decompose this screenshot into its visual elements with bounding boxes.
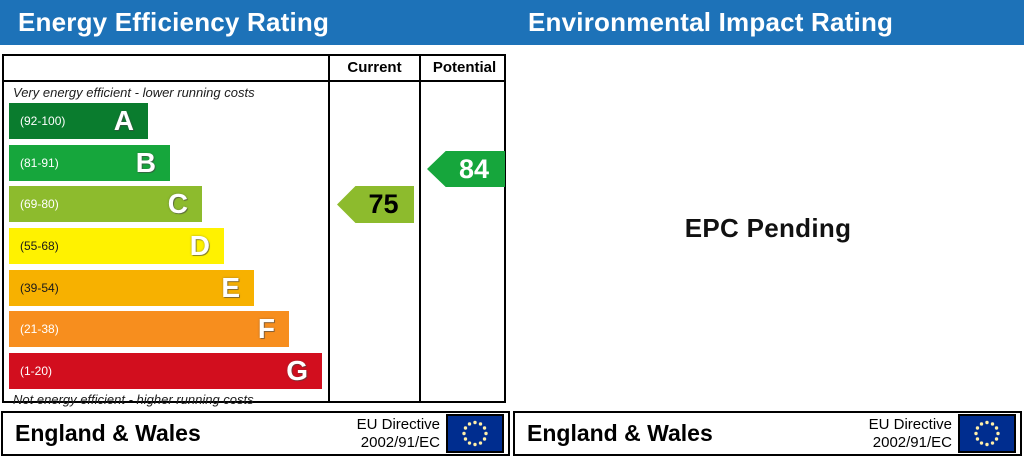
potential-rating-value: 84	[458, 153, 490, 184]
energy-rating-chart: Current Potential Very energy efficient …	[2, 54, 506, 407]
eu-flag-icon	[958, 414, 1016, 453]
column-divider	[328, 56, 330, 401]
eu-directive-label: EU Directive 2002/91/EC	[357, 416, 446, 452]
environmental-footer: England & Wales EU Directive 2002/91/EC	[513, 411, 1022, 456]
band-d: (55-68) D	[9, 228, 224, 264]
header-bar: Energy Efficiency Rating Environmental I…	[0, 0, 1024, 45]
eu-directive-label: EU Directive 2002/91/EC	[869, 416, 958, 452]
potential-rating-arrow: 84	[427, 151, 505, 187]
eu-flag-icon	[446, 414, 504, 453]
band-f-range: (21-38)	[20, 322, 59, 336]
band-d-letter: D	[189, 230, 210, 261]
band-b-letter: B	[135, 147, 156, 178]
eu-directive-line1: EU Directive	[868, 415, 952, 433]
band-c-range: (69-80)	[20, 197, 59, 211]
band-c-letter: C	[167, 188, 188, 219]
current-column-header: Current	[347, 59, 402, 76]
column-header-row: Current Potential	[4, 56, 504, 82]
current-rating-value: 75	[368, 189, 399, 219]
band-a-letter: A	[113, 105, 134, 136]
band-b: (81-91) B	[9, 145, 170, 181]
band-a: (92-100) A	[9, 103, 148, 139]
band-e: (39-54) E	[9, 270, 254, 306]
environmental-rating-title: Environmental Impact Rating	[528, 7, 894, 37]
region-label: England & Wales	[15, 420, 201, 446]
region-label: England & Wales	[527, 420, 713, 446]
current-rating-arrow: 75	[337, 186, 414, 223]
band-c: (69-80) C	[9, 186, 202, 222]
potential-column-header: Potential	[432, 59, 497, 76]
band-a-range: (92-100)	[20, 114, 66, 128]
energy-footer: England & Wales EU Directive 2002/91/EC	[1, 411, 510, 456]
energy-rating-title: Energy Efficiency Rating	[18, 7, 330, 37]
epc-pending-status: EPC Pending	[684, 212, 852, 243]
bottom-note: Not energy efficient - higher running co…	[13, 392, 254, 407]
environmental-rating-body: EPC Pending	[512, 45, 1024, 411]
column-divider	[419, 56, 421, 401]
top-note: Very energy efficient - lower running co…	[13, 85, 255, 100]
band-e-letter: E	[221, 272, 240, 303]
band-d-range: (55-68)	[20, 239, 59, 253]
band-g: (1-20) G	[9, 353, 322, 389]
eu-directive-line1: EU Directive	[356, 415, 440, 433]
band-g-range: (1-20)	[20, 364, 53, 378]
eu-directive-line2: 2002/91/EC	[872, 433, 952, 451]
band-f: (21-38) F	[9, 311, 289, 347]
eu-directive-line2: 2002/91/EC	[360, 433, 440, 451]
band-b-range: (81-91)	[20, 156, 59, 170]
band-g-letter: G	[286, 355, 308, 386]
band-e-range: (39-54)	[20, 281, 59, 295]
band-f-letter: F	[257, 313, 275, 344]
